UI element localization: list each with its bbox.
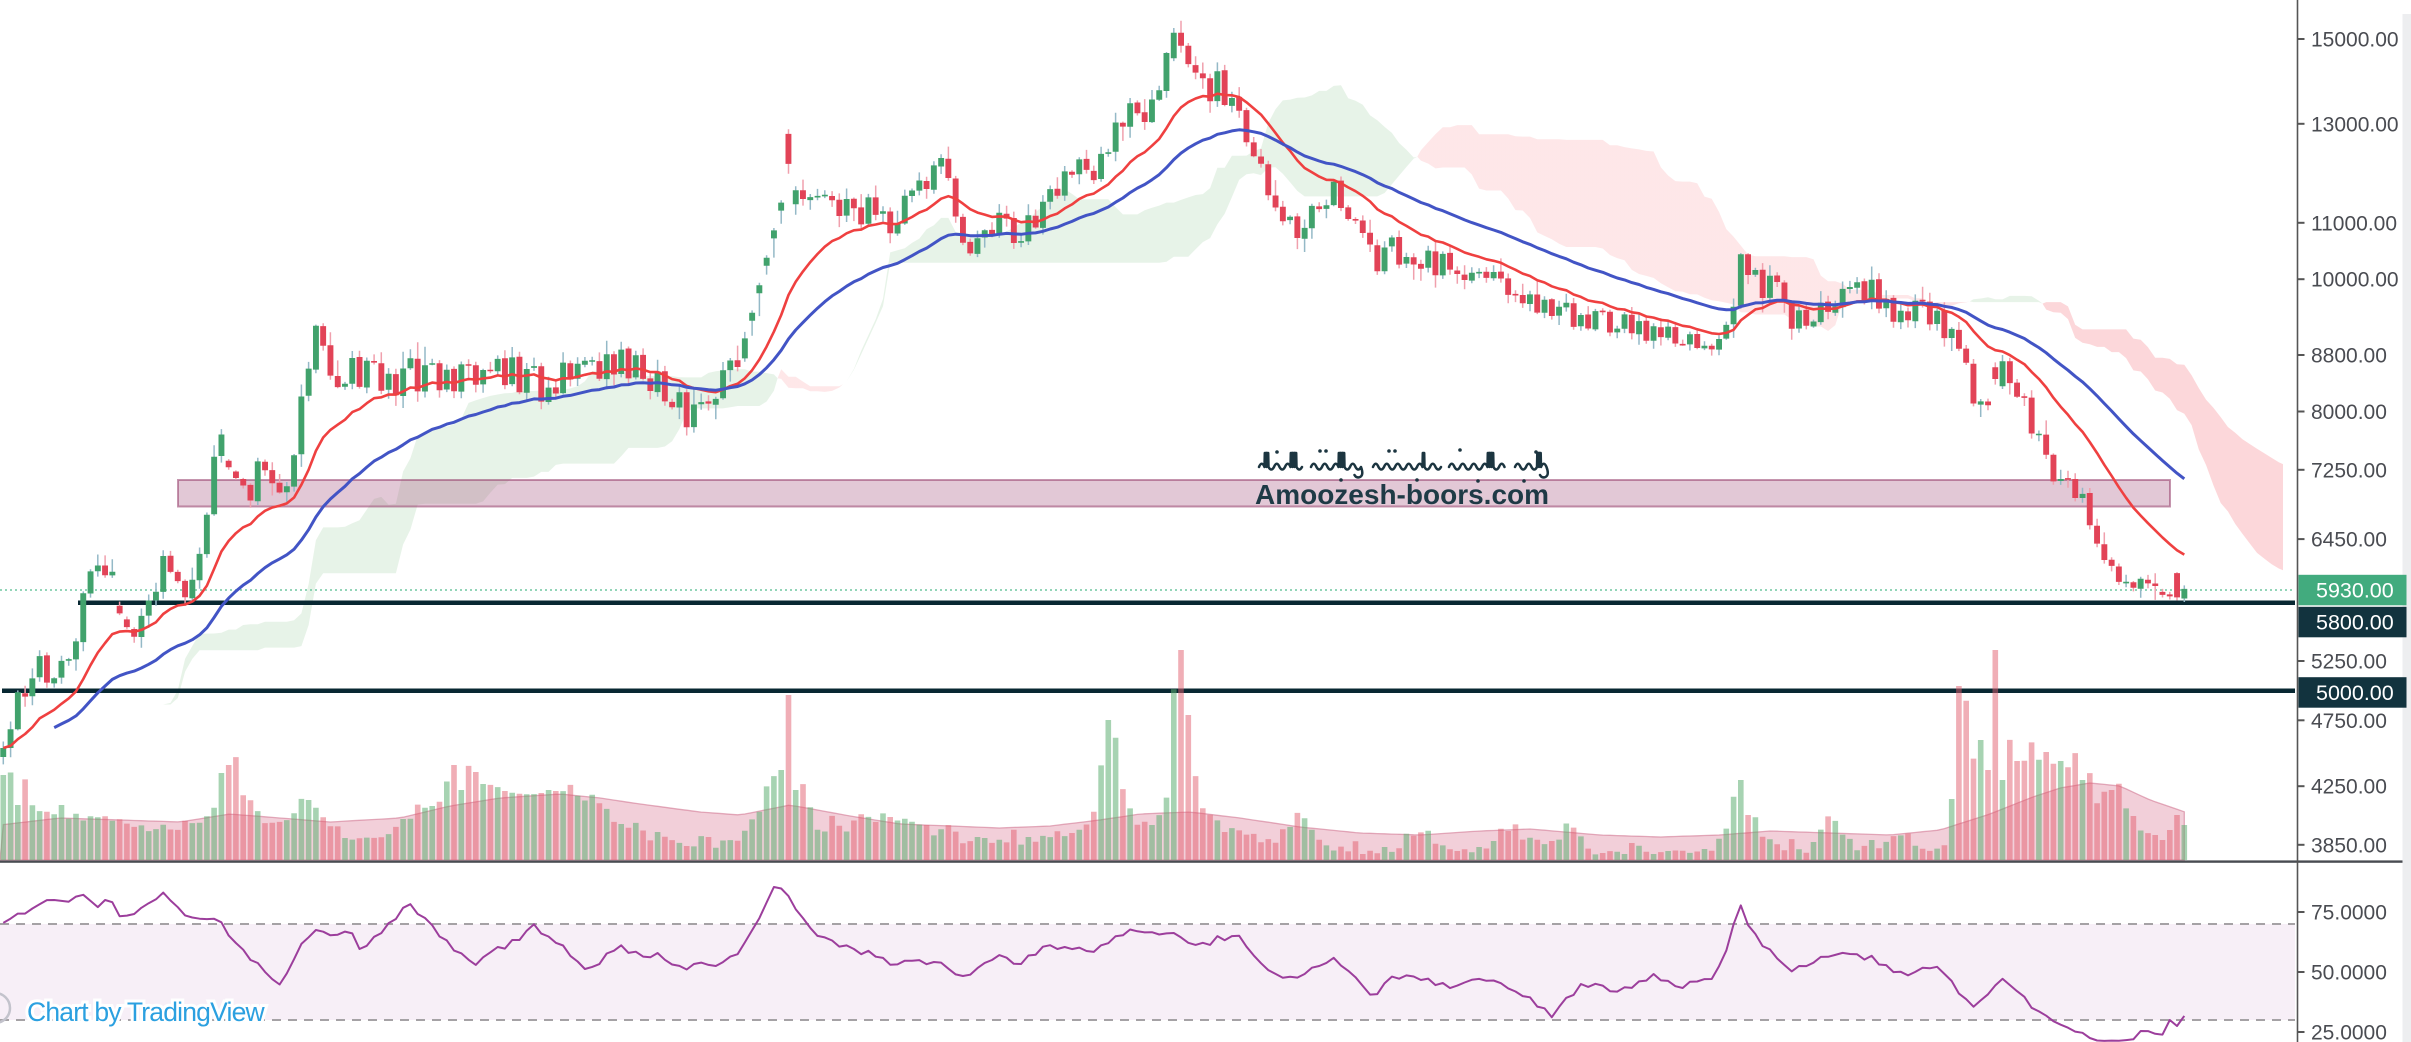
svg-text:5000.00: 5000.00 xyxy=(2316,681,2394,705)
svg-text:Chart by TradingView: Chart by TradingView xyxy=(27,997,266,1027)
svg-text:3850.00: 3850.00 xyxy=(2311,834,2387,857)
svg-text:11000.00: 11000.00 xyxy=(2311,212,2397,235)
svg-text:75.0000: 75.0000 xyxy=(2311,902,2387,925)
svg-text:10000.00: 10000.00 xyxy=(2311,269,2399,292)
svg-text:4250.00: 4250.00 xyxy=(2311,776,2387,799)
svg-text:5930.00: 5930.00 xyxy=(2316,579,2394,603)
svg-text:13000.00: 13000.00 xyxy=(2311,113,2399,136)
svg-text:8800.00: 8800.00 xyxy=(2311,345,2387,368)
svg-text:5800.00: 5800.00 xyxy=(2316,611,2394,635)
svg-text:7250.00: 7250.00 xyxy=(2311,459,2387,482)
svg-text:4750.00: 4750.00 xyxy=(2311,710,2387,733)
svg-text:15000.00: 15000.00 xyxy=(2311,29,2399,52)
svg-text:Amoozesh-boors.com: Amoozesh-boors.com xyxy=(1255,479,1549,510)
svg-text:50.0000: 50.0000 xyxy=(2311,962,2387,985)
svg-text:6450.00: 6450.00 xyxy=(2311,529,2387,552)
svg-text:25.0000: 25.0000 xyxy=(2311,1022,2387,1042)
svg-text:8000.00: 8000.00 xyxy=(2311,401,2387,424)
svg-text:5250.00: 5250.00 xyxy=(2311,651,2387,674)
